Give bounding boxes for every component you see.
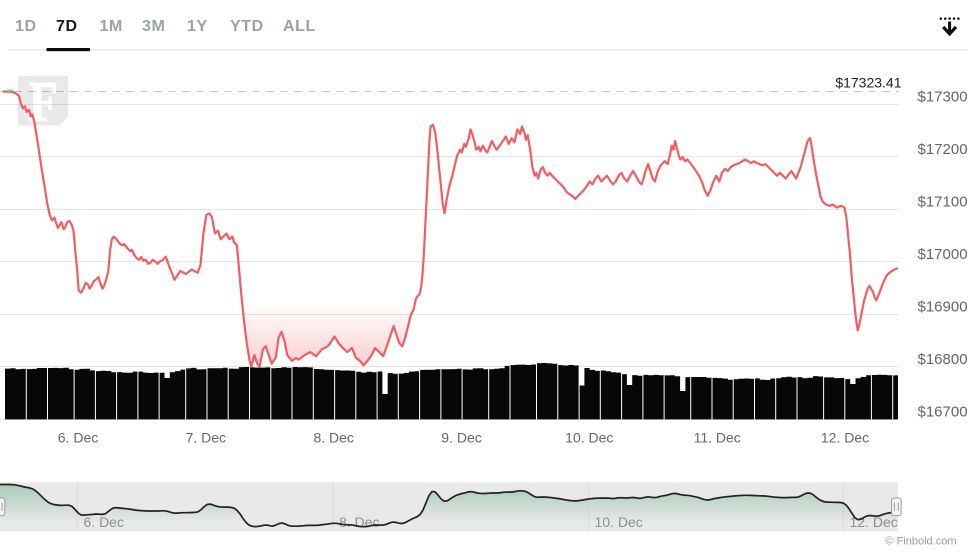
svg-text:F: F (29, 71, 58, 134)
svg-text:$17000: $17000 (918, 246, 968, 263)
svg-text:© Finbold.com: © Finbold.com (885, 536, 956, 548)
svg-text:YTD: YTD (230, 18, 264, 35)
svg-text:1D: 1D (15, 18, 37, 35)
svg-text:1M: 1M (100, 18, 123, 35)
svg-text:$17300: $17300 (918, 88, 968, 105)
svg-text:$16900: $16900 (918, 298, 968, 315)
svg-text:11. Dec: 11. Dec (694, 429, 741, 445)
svg-text:10. Dec: 10. Dec (565, 429, 613, 445)
svg-text:$17200: $17200 (918, 141, 968, 158)
svg-text:7D: 7D (56, 18, 78, 35)
svg-text:6. Dec: 6. Dec (58, 429, 98, 445)
svg-text:$16700: $16700 (918, 403, 968, 420)
svg-text:ALL: ALL (283, 18, 316, 35)
svg-text:7. Dec: 7. Dec (186, 429, 226, 445)
svg-text:1Y: 1Y (187, 18, 208, 35)
svg-text:$17323.41: $17323.41 (835, 75, 901, 91)
svg-text:8. Dec: 8. Dec (313, 429, 353, 445)
svg-text:9. Dec: 9. Dec (441, 429, 481, 445)
svg-text:$16800: $16800 (918, 351, 968, 368)
svg-text:12. Dec: 12. Dec (821, 429, 869, 445)
svg-text:3M: 3M (142, 18, 165, 35)
svg-text:$17100: $17100 (918, 193, 968, 210)
